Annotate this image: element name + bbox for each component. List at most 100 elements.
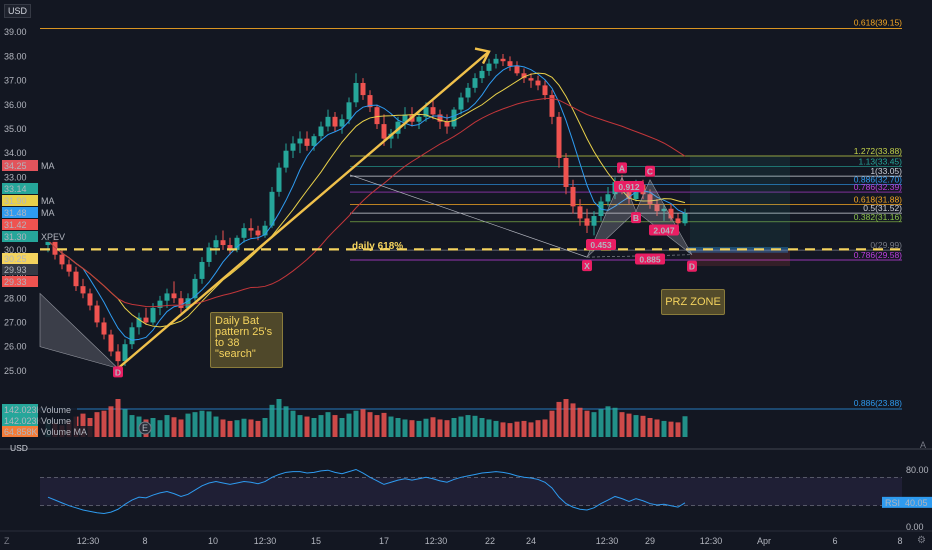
candle-body xyxy=(318,126,324,137)
volume-bar xyxy=(682,416,688,437)
candle-body xyxy=(178,298,184,308)
pattern-ratio-text: 0.453 xyxy=(590,240,612,250)
rsi-last-value-text: 40.05 xyxy=(905,498,928,508)
trend-arrow-line xyxy=(117,50,490,370)
pattern-ratio-text: 0.885 xyxy=(639,255,661,265)
volume-bar xyxy=(220,419,226,437)
timezone-icon[interactable]: Z xyxy=(4,536,10,546)
candle-body xyxy=(570,186,576,207)
pattern-ratio-bg xyxy=(635,253,665,265)
candle-body xyxy=(458,97,464,110)
price-scale-label-value-bg xyxy=(2,183,38,194)
volume-bar xyxy=(605,406,611,437)
fib-level-label: 1.272(33.88) xyxy=(854,146,902,156)
candle-body xyxy=(199,261,205,279)
pattern-start-point-text: D xyxy=(115,367,121,377)
trend-arrow-head xyxy=(474,47,491,65)
volume-bar xyxy=(444,420,450,437)
prz-zone-label[interactable]: PRZ ZONE xyxy=(661,289,725,315)
price-scale-label-tag-bg xyxy=(38,207,55,218)
volume-bar xyxy=(241,418,247,437)
volume-scale-label-value-bg xyxy=(2,404,38,415)
volume-bar xyxy=(325,412,331,437)
candle-body xyxy=(87,293,93,306)
candle-body xyxy=(136,317,142,328)
volume-bar xyxy=(584,410,590,437)
fib-level-label: 0.618(39.15) xyxy=(854,18,902,28)
volume-bar xyxy=(129,415,135,437)
volume-bar xyxy=(598,409,604,437)
fib-level-label: 0.618(31.88) xyxy=(854,194,902,204)
price-scale-label: 31.30 XPEV xyxy=(2,231,66,242)
volume-bar xyxy=(479,418,485,437)
auto-scale-icon[interactable]: A xyxy=(919,440,926,450)
candle-body xyxy=(528,78,534,81)
fib-level-label: 0.786(29.58) xyxy=(854,250,902,260)
pattern-start-point-bg xyxy=(113,366,123,378)
candle-body xyxy=(115,351,121,362)
pattern-point-d-text: D xyxy=(689,262,695,272)
price-tick-label: 38.00 xyxy=(4,51,27,61)
time-tick-label: 12:30 xyxy=(596,536,619,546)
price-scale-label-value-bg xyxy=(2,195,38,206)
pattern-ratio: 0.912 xyxy=(614,180,644,192)
candle-body xyxy=(80,286,86,294)
volume-bar xyxy=(164,415,170,437)
bat-pattern-note[interactable]: Daily Bat pattern 25's to 38 "search" xyxy=(210,312,283,368)
price-scale-label-tag-bg xyxy=(38,195,55,206)
pattern-start-point: D xyxy=(113,366,123,378)
candle-body xyxy=(605,194,611,202)
volume-bar xyxy=(122,409,128,437)
price-scale-label-value: 33.14 xyxy=(4,184,27,194)
volume-scale-label-value: 142.023K xyxy=(4,416,43,426)
candle-body xyxy=(346,102,352,120)
candle-body xyxy=(360,82,366,96)
time-tick-label: 8 xyxy=(897,536,902,546)
volume-bar xyxy=(213,416,219,437)
volume-bar xyxy=(423,418,429,437)
volume-bar xyxy=(332,415,338,437)
time-tick-label: 12:30 xyxy=(700,536,723,546)
pattern-ratio-text: 0.912 xyxy=(618,182,640,192)
price-scale-label-value: 29.33 xyxy=(4,277,27,287)
volume-bar xyxy=(563,399,569,437)
price-scale-label-value-bg xyxy=(2,160,38,171)
pattern-ratio: 0.453 xyxy=(586,239,616,251)
volume-bar xyxy=(115,399,121,437)
price-scale-label-value: 31.30 xyxy=(4,232,27,242)
price-scale-label-tag: MA xyxy=(41,161,55,171)
rsi-last-value-tag: RSI xyxy=(885,498,900,508)
price-scale-label: 31.90 MA xyxy=(2,195,55,206)
time-tick-label: 15 xyxy=(311,536,321,546)
price-scale-label-tag: MA xyxy=(41,196,55,206)
pattern-ratio-bg xyxy=(586,239,616,251)
candle-body xyxy=(248,228,254,231)
pattern-point-b-bg xyxy=(631,212,641,224)
time-tick-label: 22 xyxy=(485,536,495,546)
time-tick-label: 12:30 xyxy=(425,536,448,546)
candle-body xyxy=(262,225,268,236)
volume-bar xyxy=(297,415,303,437)
volume-bar xyxy=(283,406,289,437)
candle-body xyxy=(577,206,583,219)
gear-icon[interactable]: ⚙ xyxy=(917,535,926,546)
volume-bar xyxy=(661,420,667,437)
price-scale-label: 31.48 MA xyxy=(2,207,55,218)
volume-bar xyxy=(451,418,457,437)
volume-bar xyxy=(465,415,471,437)
candle-body xyxy=(675,218,681,224)
volume-bar xyxy=(654,419,660,437)
volume-bar xyxy=(150,418,156,437)
candle-body xyxy=(500,58,506,62)
volume-bar xyxy=(577,407,583,437)
price-scale-label-value-bg xyxy=(2,207,38,218)
volume-bar xyxy=(640,415,646,437)
volume-bar xyxy=(171,417,177,437)
candle-body xyxy=(234,237,240,250)
pattern-point-c-bg xyxy=(645,165,655,177)
price-scale-label-tag-bg xyxy=(38,231,66,242)
moving-average-line xyxy=(47,97,686,308)
candle-body xyxy=(374,107,380,125)
pattern-point-b-text: B xyxy=(633,213,639,223)
